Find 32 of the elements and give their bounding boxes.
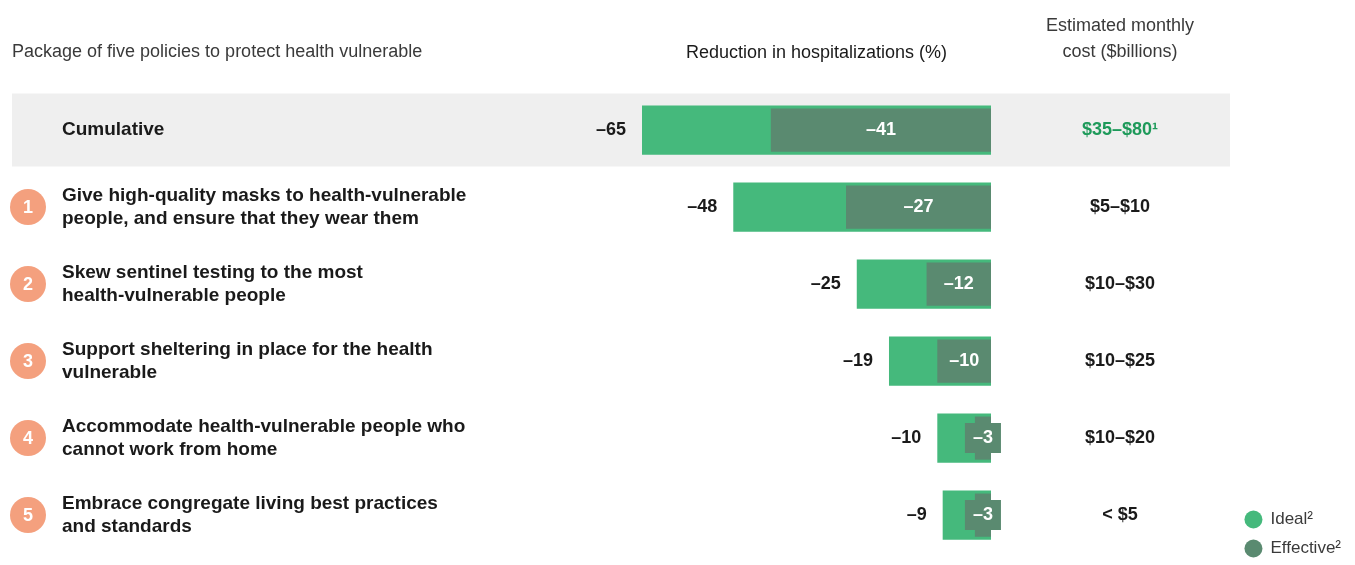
text: $10–$25 xyxy=(1084,350,1156,371)
data-label: –12 xyxy=(943,273,974,294)
data-label: –9 xyxy=(906,504,927,525)
data-label: –10 xyxy=(949,350,980,371)
text: $5–$10 xyxy=(1089,196,1151,217)
data-label: –10 xyxy=(891,427,922,448)
y-tick-label: Give high-quality masks to health-vulnerable people, and ensure that they wear them xyxy=(62,183,467,228)
data-label: –65 xyxy=(595,119,626,140)
numbered-circle-icon: 5 xyxy=(10,497,46,534)
y-tick-label: Accommodate health-vulnerable people who cannot work from home xyxy=(62,414,466,459)
y-tick-label: Support sheltering in place for the health vulnerable xyxy=(62,337,433,382)
y-tick-label: Skew sentinel testing to the most health-vulnerable people xyxy=(62,260,364,305)
numbered-circle-icon: 4 xyxy=(10,420,46,457)
legend-label: Ideal² xyxy=(1270,509,1314,529)
numbered-circle-icon: 2 xyxy=(10,266,46,303)
data-label: –25 xyxy=(810,273,841,294)
legend-label: Effective² xyxy=(1270,538,1342,558)
text: $35–$80¹ xyxy=(1081,119,1159,140)
data-label: –41 xyxy=(865,119,896,140)
numbered-circle-icon: 1 xyxy=(10,189,46,226)
y-tick-label: Cumulative xyxy=(62,118,165,140)
text: $10–$30 xyxy=(1084,273,1156,294)
text: Package of five policies to protect health vulnerable xyxy=(12,40,423,61)
text: < $5 xyxy=(1102,504,1138,525)
data-label: –48 xyxy=(687,196,718,217)
y-tick-label: Embrace congregate living best practices and standards xyxy=(62,491,438,536)
data-label: –27 xyxy=(903,196,934,217)
x-axis-title: Reduction in hospitalizations (%) xyxy=(685,41,948,62)
numbered-circle-icon: 3 xyxy=(10,343,46,380)
data-label: –19 xyxy=(842,350,873,371)
text: $10–$20 xyxy=(1084,427,1156,448)
text: Estimated monthly cost ($billions) xyxy=(1045,14,1195,61)
